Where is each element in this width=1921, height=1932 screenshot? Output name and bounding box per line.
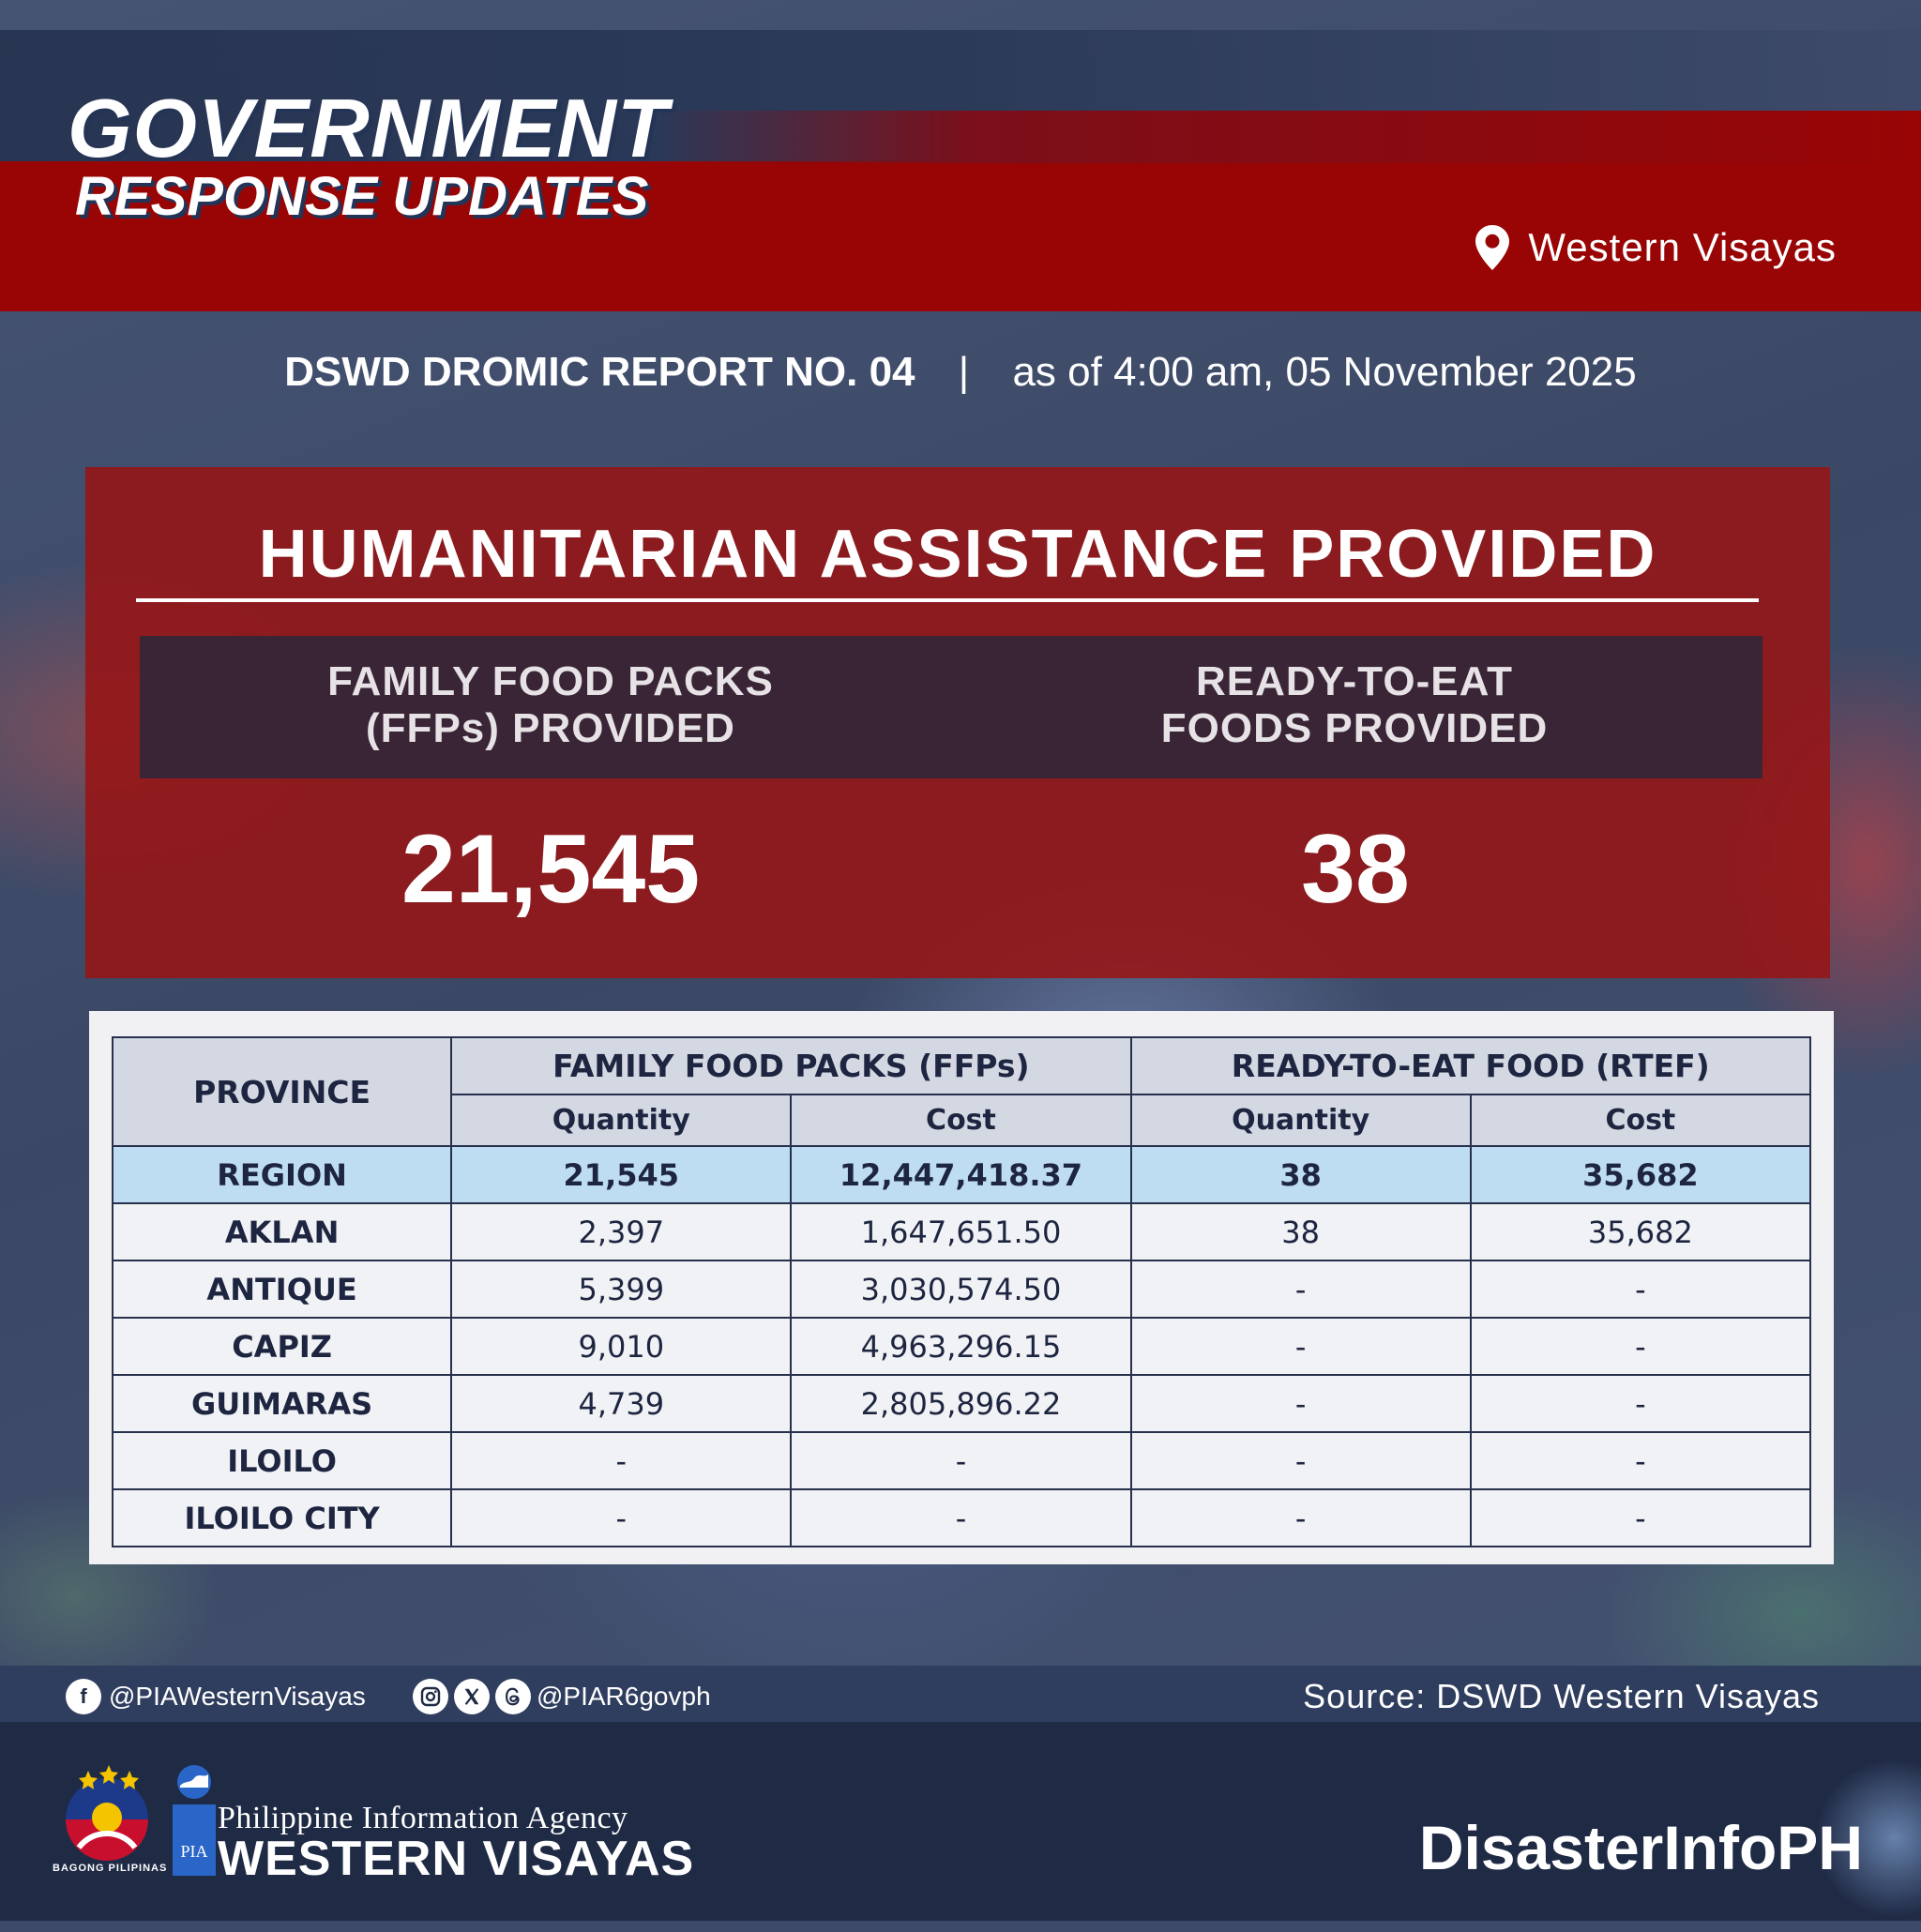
rtef-group-header: READY-TO-EAT FOOD (RTEF)	[1129, 1036, 1812, 1095]
rtef-cost-cell: -	[1469, 1374, 1812, 1433]
rtef-cost-cell: 35,682	[1469, 1202, 1812, 1261]
x-icon	[454, 1679, 490, 1714]
title-line2: RESPONSE UPDATES	[75, 166, 649, 227]
table-row: CAPIZ 9,010 4,963,296.15 - -	[111, 1317, 1812, 1376]
header-red-band	[0, 161, 1921, 311]
report-line: DSWD DROMIC REPORT NO. 04 | as of 4:00 a…	[0, 349, 1921, 396]
rtef-cost-header: Cost	[1469, 1094, 1812, 1147]
threads-icon	[495, 1679, 531, 1714]
table-row: ILOILO CITY - - - -	[111, 1488, 1812, 1547]
ffp-cost-cell: 1,647,651.50	[790, 1202, 1132, 1261]
ffp-cost-cell: 4,963,296.15	[790, 1317, 1132, 1376]
ffp-qty-cell: -	[450, 1431, 793, 1490]
ffp-cost-cell: 3,030,574.50	[790, 1260, 1132, 1319]
footer-social-bar	[0, 1666, 1921, 1722]
province-table: PROVINCE FAMILY FOOD PACKS (FFPs) READY-…	[111, 1036, 1812, 1547]
assistance-panel: HUMANITARIAN ASSISTANCE PROVIDED FAMILY …	[85, 467, 1830, 978]
province-cell: ILOILO	[111, 1431, 453, 1490]
rtef-cost-cell: -	[1469, 1260, 1812, 1319]
rte-label-line2: FOODS PROVIDED	[1160, 705, 1549, 751]
instagram-icon	[413, 1679, 448, 1714]
assistance-title: HUMANITARIAN ASSISTANCE PROVIDED	[258, 517, 1657, 592]
rtef-qty-cell: 38	[1129, 1145, 1472, 1204]
ffp-quantity-header: Quantity	[450, 1094, 793, 1147]
facebook-icon: f	[66, 1679, 101, 1714]
ffp-cost-cell: -	[790, 1488, 1132, 1547]
province-cell: GUIMARAS	[111, 1374, 453, 1433]
location-tag: Western Visayas	[1475, 225, 1837, 270]
province-cell: CAPIZ	[111, 1317, 453, 1376]
agency-name: Philippine Information Agency	[218, 1801, 628, 1835]
location-label: Western Visayas	[1528, 225, 1837, 269]
rtef-qty-cell: -	[1129, 1260, 1472, 1319]
title-underline	[136, 598, 1759, 602]
table-row: ANTIQUE 5,399 3,030,574.50 - -	[111, 1260, 1812, 1319]
rtef-qty-cell: -	[1129, 1374, 1472, 1433]
light-flare	[1801, 1744, 1921, 1932]
assistance-labels-bar: FAMILY FOOD PACKS (FFPs) PROVIDED READY-…	[140, 636, 1762, 778]
header-red-streak	[657, 111, 1921, 163]
rtef-qty-cell: -	[1129, 1488, 1472, 1547]
map-pin-icon	[1475, 225, 1510, 270]
source-note: Source: DSWD Western Visayas	[1303, 1677, 1820, 1715]
rtef-cost-cell: -	[1469, 1317, 1812, 1376]
ffp-cost-cell: -	[790, 1431, 1132, 1490]
province-cell: REGION	[111, 1145, 453, 1204]
province-cell: ANTIQUE	[111, 1260, 453, 1319]
rtef-cost-cell: 35,682	[1469, 1145, 1812, 1204]
table-row: GUIMARAS 4,739 2,805,896.22 - -	[111, 1374, 1812, 1433]
social-handle-text: @PIAR6govph	[537, 1682, 711, 1711]
report-separator: |	[958, 349, 970, 395]
province-column-header: PROVINCE	[111, 1036, 453, 1147]
ffp-cost-header: Cost	[790, 1094, 1132, 1147]
ffp-qty-cell: 4,739	[450, 1374, 793, 1433]
bagong-pilipinas-text: BAGONG PILIPINAS	[53, 1863, 168, 1874]
ffp-label-line2: (FFPs) PROVIDED	[366, 705, 735, 751]
facebook-handle[interactable]: f @PIAWesternVisayas	[66, 1679, 366, 1714]
ffp-qty-cell: 5,399	[450, 1260, 793, 1319]
rte-total: 38	[1301, 815, 1410, 924]
ffp-label-line1: FAMILY FOOD PACKS	[327, 658, 774, 704]
ffp-cost-cell: 2,805,896.22	[790, 1374, 1132, 1433]
pia-mark-text: PIA	[180, 1842, 207, 1861]
table-row-region: REGION 21,545 12,447,418.37 38 35,682	[111, 1145, 1812, 1204]
ffp-qty-cell: -	[450, 1488, 793, 1547]
province-table-card: PROVINCE FAMILY FOOD PACKS (FFPs) READY-…	[89, 1011, 1834, 1564]
table-row: AKLAN 2,397 1,647,651.50 38 35,682	[111, 1202, 1812, 1261]
report-date: as of 4:00 am, 05 November 2025	[1012, 349, 1637, 395]
bottom-brand-bar	[0, 1722, 1921, 1921]
table-subheader-row: Quantity Cost Quantity Cost	[113, 1094, 1812, 1147]
ffp-qty-cell: 9,010	[450, 1317, 793, 1376]
province-cell: ILOILO CITY	[111, 1488, 453, 1547]
bagong-pilipinas-logo	[66, 1765, 148, 1861]
rtef-qty-cell: -	[1129, 1317, 1472, 1376]
ffp-cost-cell: 12,447,418.37	[790, 1145, 1132, 1204]
ffp-group-header: FAMILY FOOD PACKS (FFPs)	[450, 1036, 1132, 1095]
brand-wordmark: DisasterInfoPH	[1418, 1813, 1863, 1882]
agency-region: WESTERN VISAYAS	[218, 1832, 695, 1886]
rtef-cost-cell: -	[1469, 1488, 1812, 1547]
table-header-row: PROVINCE FAMILY FOOD PACKS (FFPs) READY-…	[111, 1036, 1812, 1147]
facebook-handle-text: @PIAWesternVisayas	[109, 1682, 366, 1711]
rte-label: READY-TO-EAT FOODS PROVIDED	[970, 658, 1739, 752]
title-line1: GOVERNMENT	[68, 82, 669, 174]
social-handle[interactable]: @PIAR6govph	[413, 1679, 711, 1714]
ffp-qty-cell: 21,545	[450, 1145, 793, 1204]
ffp-label: FAMILY FOOD PACKS (FFPs) PROVIDED	[166, 658, 935, 752]
rte-label-line1: READY-TO-EAT	[1196, 658, 1513, 704]
province-cell: AKLAN	[111, 1202, 453, 1261]
rtef-quantity-header: Quantity	[1129, 1094, 1472, 1147]
pia-logo: PIA	[173, 1765, 216, 1876]
rtef-qty-cell: -	[1129, 1431, 1472, 1490]
ffp-qty-cell: 2,397	[450, 1202, 793, 1261]
rtef-cost-cell: -	[1469, 1431, 1812, 1490]
report-name: DSWD DROMIC REPORT NO. 04	[284, 349, 915, 395]
ffp-total: 21,545	[401, 815, 701, 924]
table-row: ILOILO - - - -	[111, 1431, 1812, 1490]
rtef-qty-cell: 38	[1129, 1202, 1472, 1261]
